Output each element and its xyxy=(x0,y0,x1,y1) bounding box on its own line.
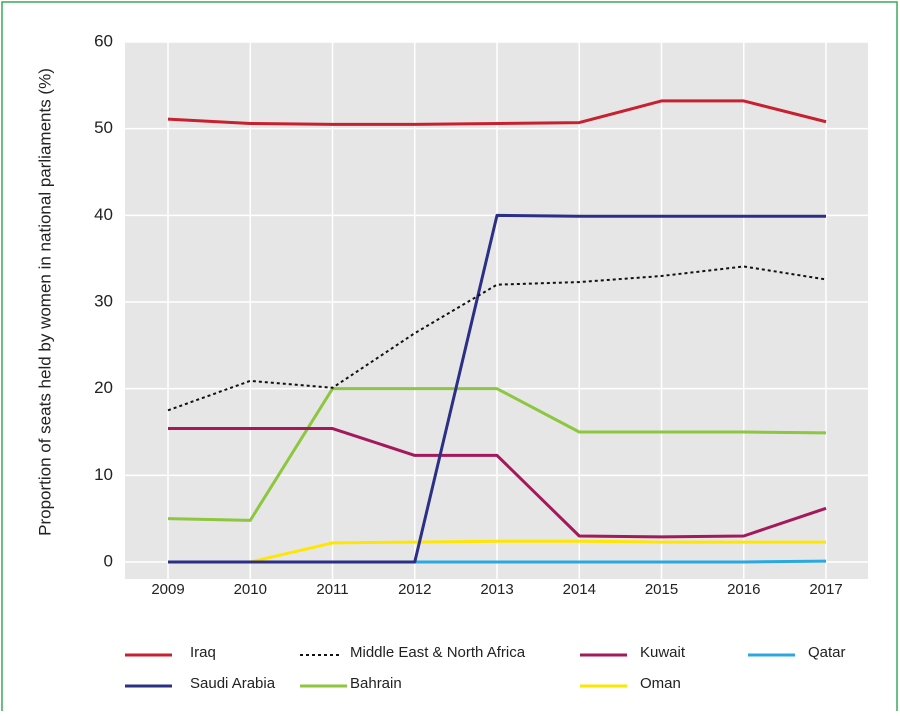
series-line xyxy=(167,265,827,412)
x-tick-label: 2009 xyxy=(151,581,184,598)
legend-label: Saudi Arabia xyxy=(190,675,276,692)
y-tick-label: 10 xyxy=(94,465,113,484)
x-tick-label: 2012 xyxy=(398,581,431,598)
x-tick-label: 2017 xyxy=(809,581,842,598)
y-tick-label: 50 xyxy=(94,118,113,137)
x-tick-label: 2014 xyxy=(563,581,596,598)
y-tick-label: 0 xyxy=(104,551,113,570)
legend-label: Middle East & North Africa xyxy=(350,644,526,661)
series-line xyxy=(167,99,827,126)
x-tick-label: 2015 xyxy=(645,581,678,598)
y-tick-label: 30 xyxy=(94,291,113,310)
y-tick-label: 40 xyxy=(94,205,113,224)
series-line xyxy=(168,213,826,564)
x-tick-label: 2010 xyxy=(234,581,267,598)
series-line xyxy=(168,427,827,539)
legend-label: Oman xyxy=(640,675,681,692)
legend-label: Bahrain xyxy=(350,675,402,692)
series-line xyxy=(168,539,826,564)
y-tick-label: 20 xyxy=(94,378,113,397)
legend-label: Iraq xyxy=(190,644,216,661)
series-line xyxy=(167,387,827,522)
x-tick-label: 2011 xyxy=(316,581,348,598)
y-tick-label: 60 xyxy=(94,31,113,50)
legend-label: Kuwait xyxy=(640,644,686,661)
y-axis-label: Proportion of seats held by women in nat… xyxy=(35,68,54,536)
x-tick-label: 2013 xyxy=(480,581,513,598)
x-tick-label: 2016 xyxy=(727,581,760,598)
legend-label: Qatar xyxy=(808,644,846,661)
